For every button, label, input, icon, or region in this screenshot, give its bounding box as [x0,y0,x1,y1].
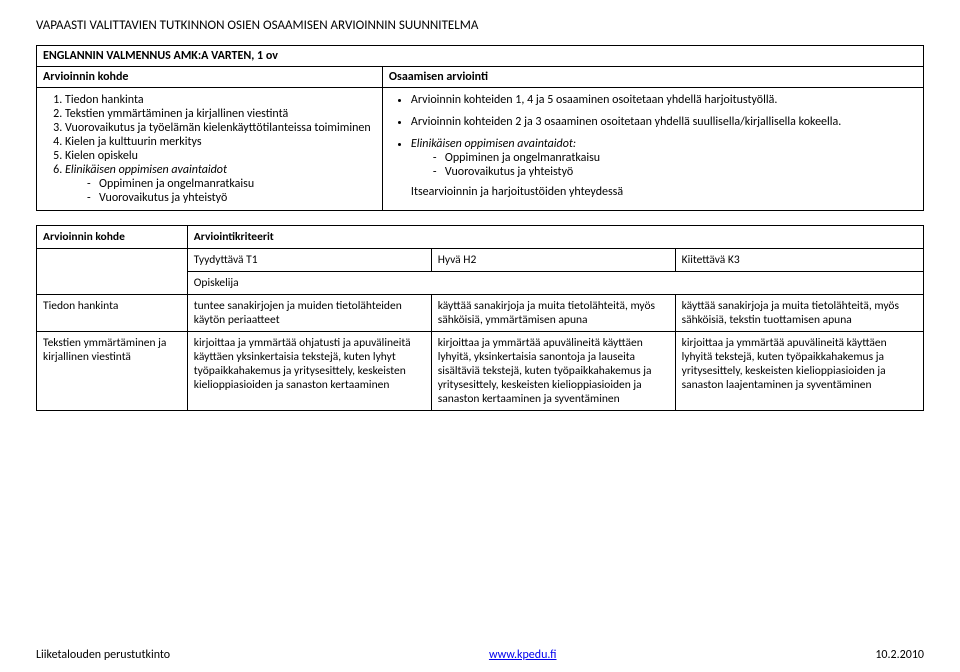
list-item: Vuorovaikutus ja työelämän kielenkäyttöt… [65,121,376,135]
list-item: Arvioinnin kohteiden 2 ja 3 osaaminen os… [411,115,917,129]
table-row: Tekstien ymmärtäminen ja kirjallinen vie… [37,332,924,411]
targets-list: Tiedon hankinta Tekstien ymmärtäminen ja… [43,93,376,205]
level-k3: Kiitettävä K3 [675,249,923,272]
list-item-label: Elinikäisen oppimisen avaintaidot [65,163,227,177]
cell-h2: kirjoittaa ja ymmärtää apuvälineitä käyt… [431,332,675,411]
row-label: Tekstien ymmärtäminen ja kirjallinen vie… [37,332,188,411]
assessment-targets-cell: Tiedon hankinta Tekstien ymmärtäminen ja… [37,88,383,211]
table-row: Tiedon hankinta tuntee sanakirjojen ja m… [37,295,924,332]
criteria-header-left: Arvioinnin kohde [37,226,188,249]
list-item: Vuorovaikutus ja yhteistyö [445,165,917,179]
list-item: Tekstien ymmärtäminen ja kirjallinen vie… [65,107,376,121]
list-item: Kielen opiskelu [65,149,376,163]
list-item-label: Elinikäisen oppimisen avaintaidot: [411,137,576,151]
cell-t1: tuntee sanakirjojen ja muiden tietolähte… [187,295,431,332]
list-item: Elinikäisen oppimisen avaintaidot: Oppim… [411,137,917,179]
cell-k3: kirjoittaa ja ymmärtää apuvälineitä käyt… [675,332,923,411]
sub-list: Oppiminen ja ongelmanratkaisu Vuorovaiku… [85,177,376,205]
footer-link[interactable]: www.kpedu.fi [489,648,557,662]
level-h2: Hyvä H2 [431,249,675,272]
criteria-header-right: Arviointikriteerit [187,226,923,249]
page-footer: Liiketalouden perustutkinto www.kpedu.fi… [36,648,924,662]
cell-h2: käyttää sanakirjoja ja muita tietolähtei… [431,295,675,332]
assessment-plan-table: ENGLANNIN VALMENNUS AMK:A VARTEN, 1 ov A… [36,45,924,211]
col-header-right: Osaamisen arviointi [382,67,923,88]
list-item: Oppiminen ja ongelmanratkaisu [445,151,917,165]
list-item: Tiedon hankinta [65,93,376,107]
list-item: Arvioinnin kohteiden 1, 4 ja 5 osaaminen… [411,93,917,107]
self-assessment-note: Itsearvioinnin ja harjoitustöiden yhteyd… [411,185,917,199]
list-item: Kielen ja kulttuurin merkitys [65,135,376,149]
row-label: Tiedon hankinta [37,295,188,332]
methods-list: Arvioinnin kohteiden 1, 4 ja 5 osaaminen… [389,93,917,179]
list-item: Oppiminen ja ongelmanratkaisu [99,177,376,191]
footer-right: 10.2.2010 [875,648,924,662]
opiskelija-cell: Opiskelija [187,272,923,295]
col-header-left: Arvioinnin kohde [37,67,383,88]
list-item: Elinikäisen oppimisen avaintaidot Oppimi… [65,163,376,205]
assessment-methods-cell: Arvioinnin kohteiden 1, 4 ja 5 osaaminen… [382,88,923,211]
criteria-table: Arvioinnin kohde Arviointikriteerit Tyyd… [36,225,924,411]
empty-cell [37,249,188,295]
footer-left: Liiketalouden perustutkinto [36,648,170,662]
level-t1: Tyydyttävä T1 [187,249,431,272]
cell-k3: käyttää sanakirjoja ja muita tietolähtei… [675,295,923,332]
course-title-cell: ENGLANNIN VALMENNUS AMK:A VARTEN, 1 ov [37,46,924,67]
list-item: Vuorovaikutus ja yhteistyö [99,191,376,205]
sub-list: Oppiminen ja ongelmanratkaisu Vuorovaiku… [431,151,917,179]
page-title: VAPAASTI VALITTAVIEN TUTKINNON OSIEN OSA… [36,18,924,33]
cell-t1: kirjoittaa ja ymmärtää ohjatusti ja apuv… [187,332,431,411]
